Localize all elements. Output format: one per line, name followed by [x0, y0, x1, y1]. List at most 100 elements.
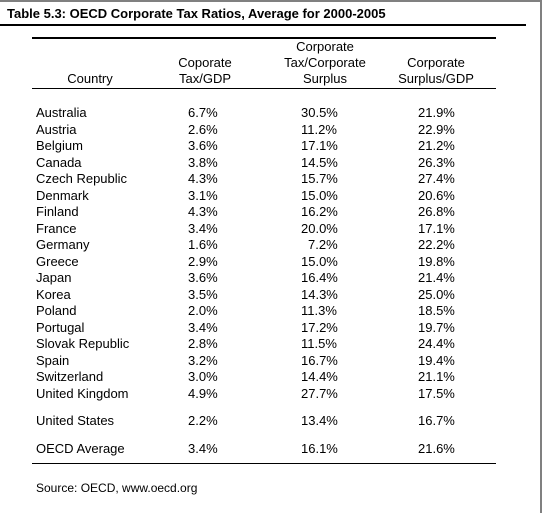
tax-corporate-surplus-value: 16.4%: [301, 270, 338, 285]
header-corporate-tax-gdp: Coporate Tax/GDP: [178, 55, 232, 86]
table-row: Czech Republic 4.3% 15.7% 27.4%: [0, 171, 542, 187]
corporate-tax-gdp-value: 3.6%: [188, 270, 218, 285]
corporate-tax-gdp-value: 3.4%: [188, 220, 218, 236]
table-bottom-rule: [32, 463, 496, 464]
table-row: Spain 3.2% 16.7% 19.4%: [0, 353, 542, 369]
header-top-rule: [32, 37, 496, 39]
tax-corporate-surplus-value: 17.1%: [301, 138, 338, 153]
table-row: France 3.4% 20.0% 17.1%: [0, 221, 542, 237]
country-name: OECD Average: [36, 441, 125, 456]
corporate-surplus-gdp-value: 21.1%: [418, 369, 455, 384]
corporate-tax-gdp-value: 3.5%: [188, 286, 218, 302]
country-name: Poland: [36, 303, 77, 318]
country-name: France: [36, 220, 77, 236]
source-note: Source: OECD, www.oecd.org: [36, 481, 198, 495]
corporate-tax-gdp-value: 3.8%: [188, 154, 218, 170]
tax-corporate-surplus-value: 14.4%: [301, 369, 338, 384]
country-name: Australia: [36, 105, 87, 120]
country-name: Korea: [36, 286, 71, 302]
header-bottom-rule: [32, 88, 496, 89]
header-tax-corporate-surplus: Corporate Tax/Corporate Surplus: [284, 39, 366, 86]
corporate-tax-gdp-value: 3.1%: [188, 187, 218, 203]
country-name: United States: [36, 413, 115, 428]
tax-corporate-surplus-value: 15.7%: [301, 171, 338, 186]
tax-corporate-surplus-value: 14.3%: [301, 286, 338, 302]
header-corporate-surplus-gdp: Corporate Surplus/GDP: [398, 55, 474, 86]
country-name: Belgium: [36, 138, 83, 153]
table-row: Poland 2.0% 11.3% 18.5%: [0, 303, 542, 319]
corporate-surplus-gdp-value: 22.2%: [418, 237, 455, 252]
tax-corporate-surplus-value: 17.2%: [301, 319, 338, 335]
corporate-tax-gdp-value: 3.4%: [188, 319, 218, 335]
title-rule: [0, 24, 526, 26]
table-row: Japan 3.6% 16.4% 21.4%: [0, 270, 542, 286]
corporate-surplus-gdp-value: 19.7%: [418, 319, 455, 335]
country-name: Czech Republic: [36, 171, 128, 186]
tax-corporate-surplus-value: 11.2%: [301, 121, 337, 137]
table-row: Belgium 3.6% 17.1% 21.2%: [0, 138, 542, 154]
corporate-surplus-gdp-value: 19.4%: [418, 352, 455, 368]
country-name: Slovak Republic: [36, 336, 130, 351]
window-frame-right: [540, 0, 542, 513]
country-name: Austria: [36, 121, 77, 137]
corporate-tax-gdp-value: 3.0%: [188, 369, 218, 384]
corporate-tax-gdp-value: 3.6%: [188, 138, 218, 153]
country-name: Denmark: [36, 187, 89, 203]
corporate-surplus-gdp-value: 21.2%: [418, 138, 455, 153]
table-row: Switzerland 3.0% 14.4% 21.1%: [0, 369, 542, 385]
table-row: Finland 4.3% 16.2% 26.8%: [0, 204, 542, 220]
table-row: Greece 2.9% 15.0% 19.8%: [0, 254, 542, 270]
corporate-tax-gdp-value: 6.7%: [188, 105, 218, 120]
tax-corporate-surplus-value: 13.4%: [301, 413, 338, 428]
oecd-average-row: OECD Average 3.4% 16.1% 21.6%: [0, 441, 542, 457]
united-states-row: United States 2.2% 13.4% 16.7%: [0, 413, 542, 429]
tax-corporate-surplus-value: 16.1%: [301, 441, 338, 456]
country-name: Germany: [36, 237, 90, 252]
table-row: Australia 6.7% 30.5% 21.9%: [0, 105, 542, 121]
corporate-surplus-gdp-value: 22.9%: [418, 121, 455, 137]
table-row: Germany 1.6% 7.2% 22.2%: [0, 237, 542, 253]
corporate-surplus-gdp-value: 21.6%: [418, 441, 455, 456]
tax-corporate-surplus-value: 15.0%: [301, 187, 338, 203]
country-name: Japan: [36, 270, 72, 285]
corporate-tax-gdp-value: 2.0%: [188, 303, 218, 318]
table-row: Slovak Republic 2.8% 11.5% 24.4%: [0, 336, 542, 352]
table-title: Table 5.3: OECD Corporate Tax Ratios, Av…: [7, 6, 386, 21]
country-name: Greece: [36, 253, 79, 269]
corporate-surplus-gdp-value: 26.8%: [418, 204, 455, 219]
corporate-tax-gdp-value: 2.6%: [188, 121, 218, 137]
table-row: Portugal 3.4% 17.2% 19.7%: [0, 320, 542, 336]
tax-corporate-surplus-value: 16.7%: [301, 352, 338, 368]
country-name: Canada: [36, 154, 82, 170]
tax-corporate-surplus-value: 30.5%: [301, 105, 338, 120]
corporate-surplus-gdp-value: 17.1%: [418, 220, 455, 236]
tax-corporate-surplus-value: 11.3%: [301, 303, 337, 318]
corporate-surplus-gdp-value: 19.8%: [418, 253, 455, 269]
table-row: Denmark 3.1% 15.0% 20.6%: [0, 188, 542, 204]
corporate-surplus-gdp-value: 18.5%: [418, 303, 455, 318]
country-name: United Kingdom: [36, 385, 129, 401]
corporate-surplus-gdp-value: 16.7%: [418, 413, 455, 428]
corporate-surplus-gdp-value: 17.5%: [418, 385, 455, 401]
corporate-tax-gdp-value: 4.3%: [188, 171, 218, 186]
corporate-tax-gdp-value: 2.9%: [188, 253, 218, 269]
corporate-surplus-gdp-value: 20.6%: [418, 187, 455, 203]
table-row: Canada 3.8% 14.5% 26.3%: [0, 155, 542, 171]
tax-corporate-surplus-value: 14.5%: [301, 154, 338, 170]
country-name: Switzerland: [36, 369, 104, 384]
corporate-tax-gdp-value: 4.9%: [188, 385, 218, 401]
corporate-tax-gdp-value: 2.2%: [188, 413, 218, 428]
corporate-tax-gdp-value: 3.2%: [188, 352, 218, 368]
corporate-surplus-gdp-value: 27.4%: [418, 171, 455, 186]
tax-corporate-surplus-value: 20.0%: [301, 220, 338, 236]
corporate-tax-gdp-value: 4.3%: [188, 204, 218, 219]
table-row: United Kingdom 4.9% 27.7% 17.5%: [0, 386, 542, 402]
corporate-surplus-gdp-value: 26.3%: [418, 154, 455, 170]
corporate-tax-gdp-value: 1.6%: [188, 237, 218, 252]
header-country: Country: [67, 71, 113, 86]
tax-corporate-surplus-value: 27.7%: [301, 385, 338, 401]
country-name: Spain: [36, 352, 70, 368]
window-frame-top: [0, 0, 542, 2]
corporate-surplus-gdp-value: 21.4%: [418, 270, 455, 285]
table-row: Austria 2.6% 11.2% 22.9%: [0, 122, 542, 138]
